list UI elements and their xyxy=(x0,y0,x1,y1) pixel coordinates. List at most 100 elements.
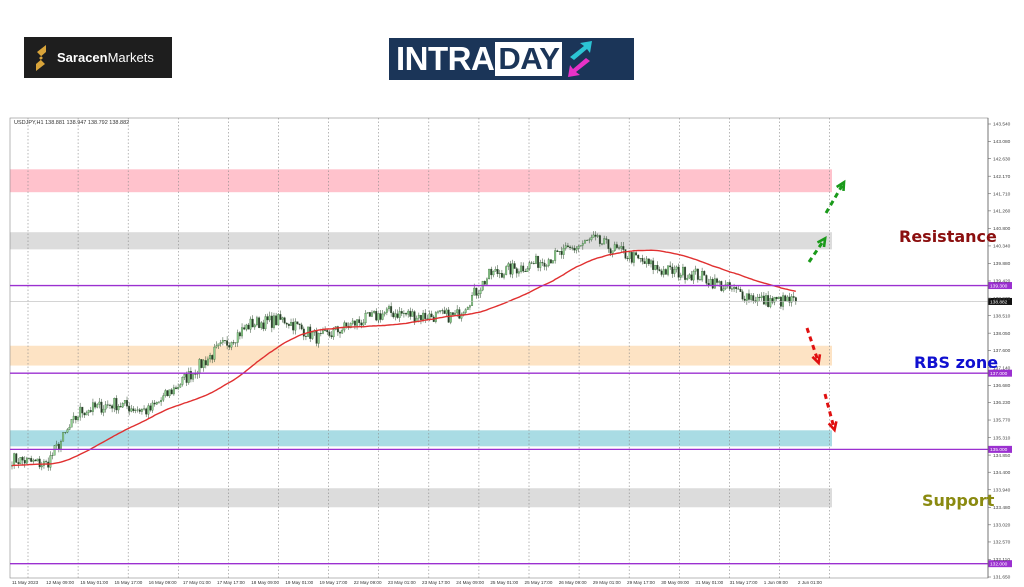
candle xyxy=(577,246,580,249)
x-tick-label: 18 May 09:00 xyxy=(251,580,279,585)
candle xyxy=(45,461,48,463)
candle xyxy=(89,410,92,412)
candle xyxy=(245,324,248,330)
candle xyxy=(784,295,787,302)
candle xyxy=(85,412,88,416)
candle xyxy=(339,331,341,334)
candle xyxy=(517,271,520,274)
candle xyxy=(251,318,254,328)
candle xyxy=(324,330,327,331)
candle xyxy=(166,390,169,397)
candle xyxy=(402,313,405,314)
candle xyxy=(270,315,273,328)
candle xyxy=(366,312,369,314)
candle xyxy=(115,398,118,411)
candle xyxy=(722,288,725,291)
candle xyxy=(434,312,437,322)
candle xyxy=(215,345,218,348)
level-price-tag xyxy=(988,560,1012,568)
candle xyxy=(673,269,676,274)
x-tick-label: 17 May 01:00 xyxy=(183,580,211,585)
candle xyxy=(322,330,324,334)
candle xyxy=(396,313,399,318)
candle xyxy=(300,324,303,330)
level-price-tag xyxy=(988,282,1012,290)
candle xyxy=(317,333,320,344)
candle xyxy=(775,296,778,300)
y-tick-label: 143.540 xyxy=(993,122,1011,128)
y-tick-label: 136.680 xyxy=(993,383,1011,389)
candle xyxy=(134,409,137,411)
candle xyxy=(390,306,393,313)
rbs-zone-label: RBS zone xyxy=(914,353,999,372)
candle xyxy=(758,296,761,298)
candle xyxy=(40,465,43,468)
candle xyxy=(475,287,478,296)
x-tick-label: 1 Jun 09:00 xyxy=(764,580,788,585)
candle xyxy=(564,245,567,249)
candle xyxy=(694,268,697,272)
y-tick-label: 132.570 xyxy=(993,540,1011,546)
candle xyxy=(588,239,591,241)
candle xyxy=(586,240,589,241)
x-tick-label: 30 May 09:00 xyxy=(661,580,689,585)
candle xyxy=(699,279,701,281)
candle xyxy=(362,322,365,326)
candle xyxy=(658,269,661,272)
y-tick-label: 142.170 xyxy=(993,174,1011,180)
candle xyxy=(641,258,644,262)
candle xyxy=(74,415,77,421)
candle xyxy=(622,246,625,250)
candle xyxy=(221,340,224,343)
candle xyxy=(181,377,184,385)
candle xyxy=(777,296,780,300)
candle xyxy=(204,360,207,366)
candle xyxy=(153,402,156,405)
resistance-label: Resistance xyxy=(899,227,997,246)
candle xyxy=(226,340,229,346)
y-tick-label: 140.340 xyxy=(993,244,1011,250)
candle xyxy=(703,270,706,276)
candle xyxy=(639,258,642,259)
candle xyxy=(160,399,163,403)
candle xyxy=(494,269,497,272)
candle xyxy=(528,262,531,269)
candle xyxy=(290,321,292,326)
candle xyxy=(104,404,107,410)
candle xyxy=(400,311,403,314)
candle xyxy=(336,326,339,333)
candle xyxy=(126,400,128,407)
candle xyxy=(794,297,797,302)
candle xyxy=(511,263,514,275)
x-tick-label: 15 May 17:00 xyxy=(115,580,143,585)
candle xyxy=(748,293,750,300)
candle xyxy=(607,239,610,249)
level-price-label: 139.300 xyxy=(990,283,1008,289)
candle xyxy=(624,249,627,259)
candle xyxy=(136,409,139,411)
bullish-arrow-2-head xyxy=(835,179,846,192)
candle xyxy=(660,270,663,275)
candle xyxy=(552,260,554,264)
candle xyxy=(238,332,241,337)
candle xyxy=(520,265,523,272)
x-tick-label: 15 May 01:00 xyxy=(80,580,108,585)
candle xyxy=(601,243,603,245)
candle xyxy=(492,270,495,276)
saracen-logo-text: SaracenMarkets xyxy=(57,50,154,65)
candle xyxy=(345,322,348,327)
candle xyxy=(36,458,39,462)
candle xyxy=(554,250,557,261)
candle xyxy=(598,235,601,244)
candle xyxy=(294,321,297,331)
candle xyxy=(377,313,380,321)
candle xyxy=(752,295,755,301)
x-tick-label: 31 May 01:00 xyxy=(695,580,723,585)
candle xyxy=(688,274,691,279)
candle xyxy=(633,252,635,263)
candle xyxy=(368,312,371,317)
y-tick-label: 143.080 xyxy=(993,139,1011,145)
candle xyxy=(241,327,243,337)
y-tick-label: 139.420 xyxy=(993,279,1011,285)
candle xyxy=(479,289,482,294)
